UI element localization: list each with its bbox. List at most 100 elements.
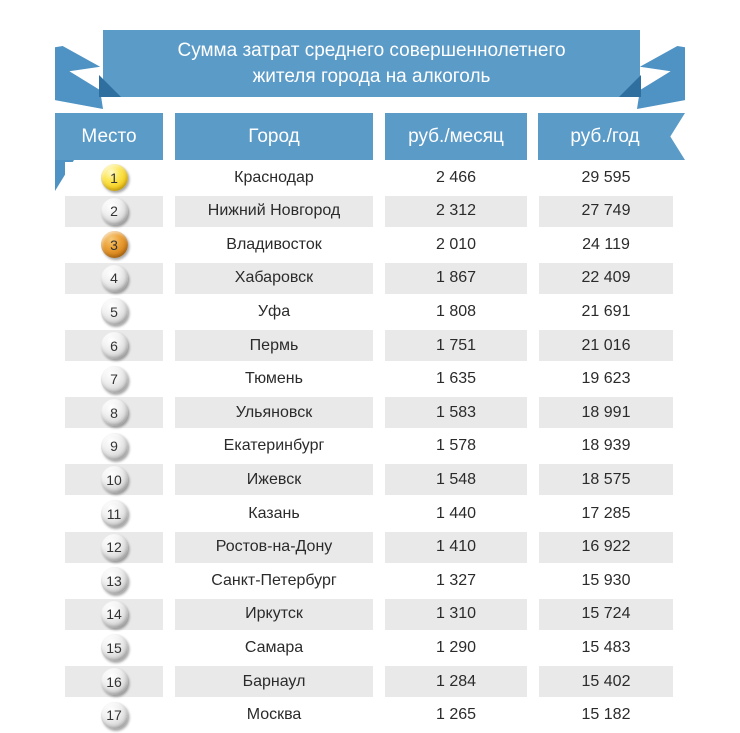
- city-cell: Хабаровск: [175, 262, 373, 294]
- city-label: Ростов-на-Дону: [215, 538, 333, 556]
- table-row: 8 Ульяновск 1 583 18 991: [65, 397, 673, 429]
- rank-label: 9: [110, 438, 118, 455]
- page-title-line2: жителя города на алкоголь: [252, 65, 491, 87]
- table-row: 4 Хабаровск 1 867 22 409: [65, 262, 673, 294]
- city-cell: Барнаул: [175, 666, 373, 697]
- year-value-cell: 15 724: [539, 598, 673, 630]
- rank-medal-icon: 7: [100, 365, 128, 393]
- month-value-cell: 2 466: [385, 162, 527, 193]
- city-label: Казань: [248, 504, 300, 522]
- city-cell: Москва: [175, 699, 373, 731]
- year-value-cell: 15 402: [539, 666, 673, 697]
- city-label: Нижний Новгород: [207, 202, 341, 220]
- rank-label: 2: [110, 203, 118, 220]
- month-value: 2 466: [435, 168, 477, 186]
- month-value-cell: 1 867: [385, 262, 527, 294]
- city-cell: Владивосток: [175, 229, 373, 261]
- year-value: 21 016: [581, 336, 631, 354]
- year-value: 18 575: [581, 470, 631, 488]
- month-value: 1 548: [435, 470, 477, 488]
- rank-label: 8: [110, 404, 118, 421]
- table-row: 12 Ростов-на-Дону 1 410 16 922: [65, 531, 673, 563]
- year-value-cell: 19 623: [539, 363, 673, 395]
- year-value: 21 691: [581, 302, 631, 320]
- city-label: Ижевск: [246, 470, 302, 488]
- place-cell: 2: [65, 195, 163, 227]
- column-header-city: Город: [175, 113, 373, 160]
- month-value: 1 751: [435, 336, 477, 354]
- city-cell: Ижевск: [175, 464, 373, 496]
- rank-medal-icon: 8: [100, 399, 128, 427]
- table-row: 3 Владивосток 2 010 24 119: [65, 229, 673, 261]
- city-cell: Иркутск: [175, 598, 373, 630]
- place-cell: 16: [65, 666, 163, 697]
- city-cell: Уфа: [175, 296, 373, 328]
- rank-medal-icon: 11: [100, 500, 128, 527]
- table-row: 10 Ижевск 1 548 18 575: [65, 464, 673, 496]
- city-cell: Казань: [175, 498, 373, 529]
- month-value-cell: 1 284: [385, 666, 527, 697]
- table-row: 9 Екатеринбург 1 578 18 939: [65, 430, 673, 462]
- year-value: 15 483: [581, 638, 631, 656]
- month-value-cell: 1 583: [385, 397, 527, 429]
- month-value: 2 312: [435, 202, 477, 220]
- year-value: 22 409: [581, 269, 631, 287]
- city-cell: Тюмень: [175, 363, 373, 395]
- city-cell: Санкт-Петербург: [175, 565, 373, 597]
- month-value-cell: 1 327: [385, 565, 527, 597]
- year-value-cell: 18 939: [539, 430, 673, 462]
- year-value: 15 182: [581, 706, 631, 724]
- rank-label: 12: [106, 539, 122, 556]
- month-value: 1 265: [435, 706, 477, 724]
- city-cell: Ульяновск: [175, 397, 373, 429]
- ribbon-tail-right-icon: [637, 46, 685, 109]
- place-cell: 5: [65, 296, 163, 328]
- table-row: 17 Москва 1 265 15 182: [65, 699, 673, 731]
- month-value-cell: 1 265: [385, 699, 527, 731]
- place-cell: 3: [65, 229, 163, 261]
- month-value-cell: 1 440: [385, 498, 527, 529]
- rank-medal-icon: 14: [100, 600, 128, 628]
- year-value-cell: 21 016: [539, 330, 673, 361]
- city-label: Иркутск: [245, 605, 303, 623]
- table-body: 1 Краснодар 2 466 29 595 2 Нижний Новгор…: [0, 162, 740, 733]
- city-cell: Екатеринбург: [175, 430, 373, 462]
- city-label: Тюмень: [245, 370, 303, 388]
- table-row: 7 Тюмень 1 635 19 623: [65, 363, 673, 395]
- city-label: Уфа: [257, 302, 291, 320]
- column-header-per-month: руб./месяц: [385, 113, 527, 160]
- month-value: 2 010: [435, 235, 477, 253]
- month-value-cell: 1 290: [385, 632, 527, 664]
- year-value: 29 595: [581, 168, 631, 186]
- year-value-cell: 15 483: [539, 632, 673, 664]
- city-label: Краснодар: [234, 168, 314, 186]
- city-label: Екатеринбург: [223, 437, 325, 455]
- place-cell: 12: [65, 531, 163, 563]
- city-cell: Краснодар: [175, 162, 373, 193]
- rank-label: 4: [110, 270, 118, 287]
- year-value-cell: 21 691: [539, 296, 673, 328]
- table-row: 14 Иркутск 1 310 15 724: [65, 598, 673, 630]
- year-value: 15 724: [581, 605, 631, 623]
- table-row: 15 Самара 1 290 15 483: [65, 632, 673, 664]
- month-value-cell: 1 310: [385, 598, 527, 630]
- city-label: Пермь: [249, 336, 299, 354]
- month-value-cell: 1 548: [385, 464, 527, 496]
- rank-label: 7: [110, 371, 118, 388]
- rank-medal-icon: 4: [100, 264, 128, 292]
- rank-medal-icon: 17: [100, 701, 128, 729]
- city-label: Москва: [246, 706, 302, 724]
- place-cell: 17: [65, 699, 163, 731]
- month-value-cell: 2 312: [385, 195, 527, 227]
- place-cell: 14: [65, 598, 163, 630]
- year-value-cell: 18 991: [539, 397, 673, 429]
- table-row: 1 Краснодар 2 466 29 595: [65, 162, 673, 193]
- rank-label: 17: [106, 707, 122, 724]
- place-cell: 1: [65, 162, 163, 193]
- rank-medal-icon: 9: [100, 432, 128, 460]
- year-value-cell: 18 575: [539, 464, 673, 496]
- year-value: 19 623: [581, 370, 631, 388]
- rank-label: 15: [106, 639, 122, 656]
- month-value: 1 327: [435, 571, 477, 589]
- month-value-cell: 2 010: [385, 229, 527, 261]
